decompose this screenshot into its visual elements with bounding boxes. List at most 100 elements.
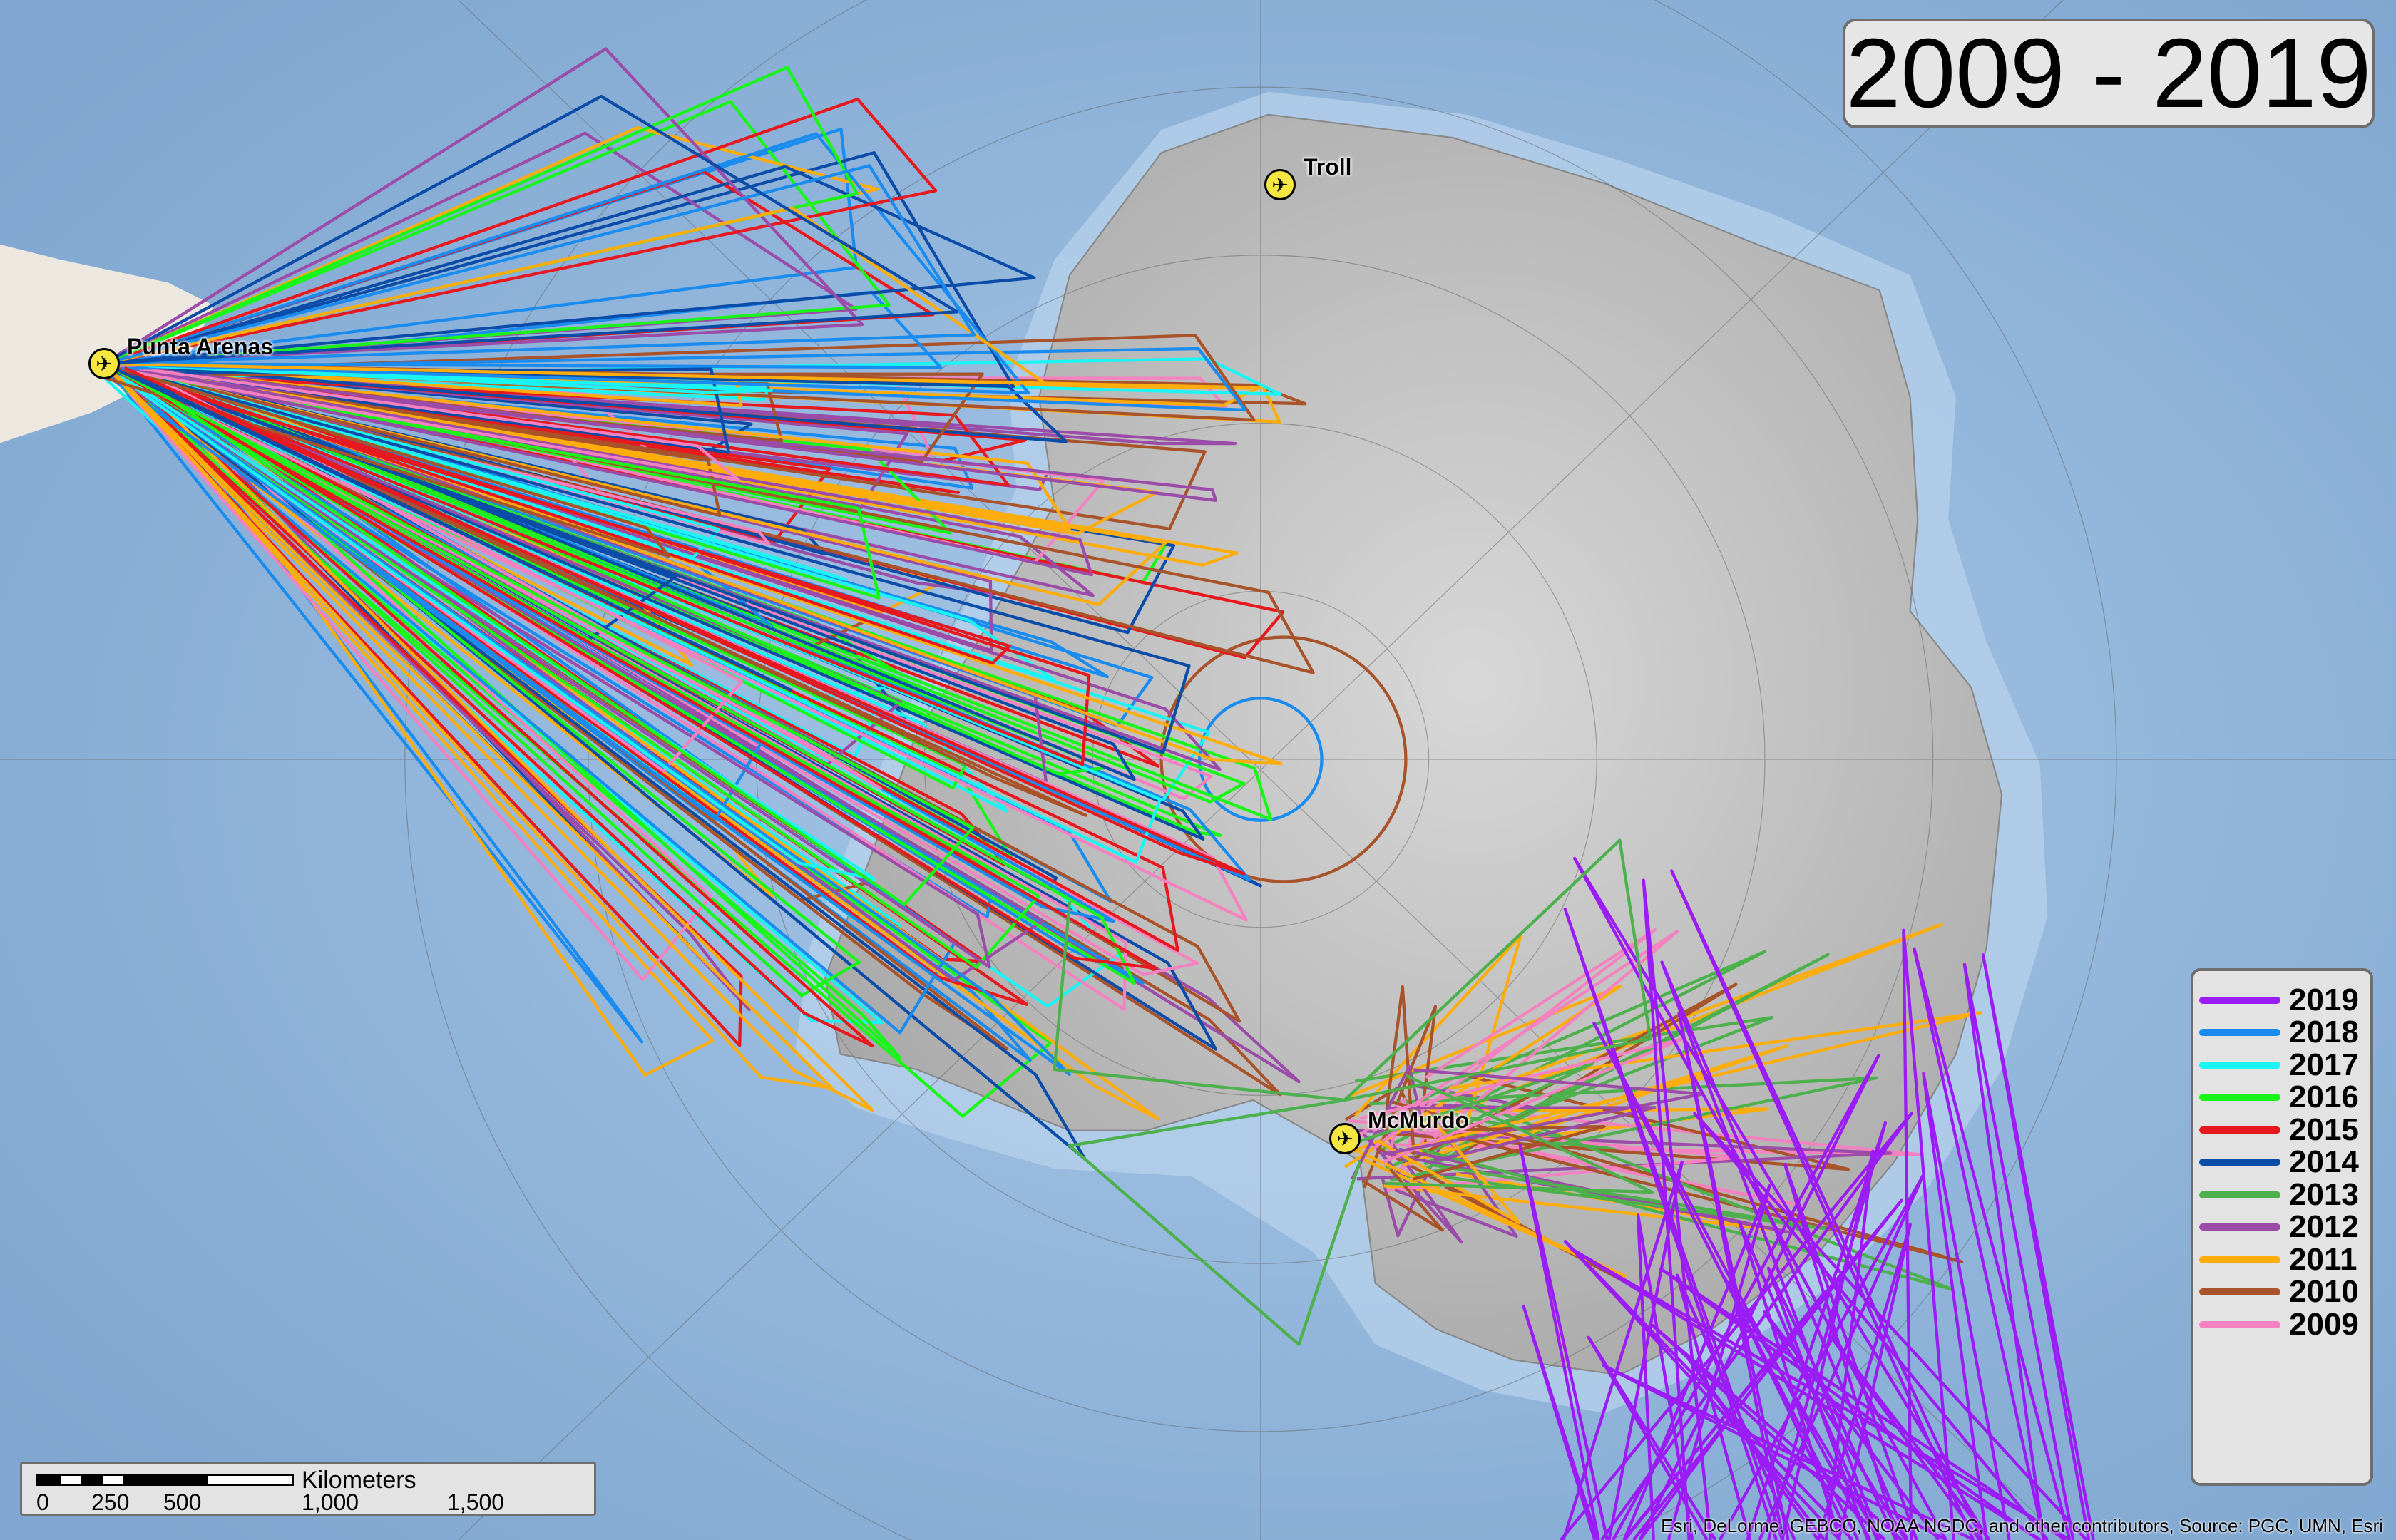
place-label-troll: Troll	[1304, 154, 1352, 180]
legend-item-2018: 2018	[2199, 1015, 2370, 1050]
flight-line-2014	[103, 94, 959, 366]
flight-line-2014	[103, 362, 793, 692]
flight-line-2011	[103, 362, 715, 1077]
flight-line-2012	[103, 361, 1237, 446]
flight-line-2010	[1361, 1168, 1444, 1232]
flight-line-2012	[103, 361, 1218, 502]
legend-label: 2013	[2289, 1176, 2359, 1212]
flight-line-2019	[1922, 1072, 2011, 1540]
flight-line-2019	[1781, 1149, 1875, 1540]
legend-swatch	[2199, 1256, 2280, 1263]
flight-line-2019	[1522, 1305, 1599, 1540]
flight-line-2015	[103, 97, 938, 366]
flight-line-2015	[103, 362, 874, 1047]
legend-item-2010: 2010	[2199, 1274, 2370, 1309]
place-label-punta-arenas: Punta Arenas	[127, 334, 274, 359]
flight-line-2013	[1347, 1062, 1594, 1147]
legend-swatch	[2199, 1223, 2280, 1231]
flight-line-2011	[1391, 1107, 1769, 1156]
flight-line-2019	[1783, 1162, 1918, 1540]
scale-tick: 500	[163, 1489, 202, 1515]
flight-line-2015	[103, 362, 743, 1047]
legend-item-2014: 2014	[2199, 1144, 2370, 1180]
flight-line-2016	[103, 362, 975, 906]
flight-line-2019	[1670, 869, 1984, 1540]
flight-line-2009	[1343, 1097, 1407, 1159]
legend-label: 2009	[2289, 1306, 2359, 1342]
legend-item-2013: 2013	[2199, 1176, 2370, 1212]
flight-line-2018	[103, 290, 943, 374]
flight-line-2019	[1693, 1112, 2088, 1540]
flight-line-2019	[1902, 928, 1955, 1540]
flight-line-2019	[1738, 1220, 1879, 1540]
flight-line-2009	[1412, 1129, 1795, 1206]
flight-line-2018	[103, 164, 976, 366]
flight-line-2019	[1981, 953, 2095, 1540]
flight-line-2012	[103, 362, 991, 969]
flight-line-2019	[1746, 1121, 1888, 1540]
scale-track	[36, 1474, 294, 1486]
pole-circle	[1198, 697, 1324, 822]
legend-item-2017: 2017	[2199, 1047, 2370, 1082]
legend-swatch	[2199, 1191, 2280, 1198]
flight-line-2010	[1412, 1124, 1606, 1181]
flight-line-2016	[103, 362, 1108, 776]
flight-line-2014	[103, 151, 1015, 389]
place-label-mcmurdo: McMurdo	[1368, 1107, 1470, 1133]
flight-line-2019	[1642, 878, 1712, 1540]
flight-line-2016	[103, 362, 1040, 969]
flight-line-2014	[103, 362, 1087, 1161]
legend-label: 2018	[2289, 1015, 2359, 1050]
flight-line-2011	[103, 362, 874, 1112]
flight-line-2009	[1348, 1119, 1741, 1192]
legend-label: 2015	[2289, 1112, 2359, 1147]
legend: 2019 2018 2017 2016 2015 2014 2013 2012 2011 2010…	[2191, 968, 2373, 1486]
flight-line-2015	[103, 361, 1010, 487]
flight-line-2015	[103, 362, 1246, 876]
airplane-icon: ✈	[88, 348, 120, 379]
flight-line-2010	[103, 361, 671, 558]
map-title: 2009 - 2019	[1843, 19, 2375, 128]
flight-line-2019	[1913, 947, 2072, 1540]
flight-line-2011	[1376, 1110, 1521, 1225]
flight-line-2010	[1385, 985, 1415, 1156]
flight-line-2017	[103, 362, 877, 881]
flight-line-2019	[1766, 1266, 1898, 1540]
legend-label: 2017	[2289, 1047, 2359, 1082]
flight-lines	[103, 47, 2095, 1540]
legend-label: 2014	[2289, 1144, 2359, 1180]
flight-line-2019	[1572, 856, 1990, 1540]
airplane-icon: ✈	[1329, 1123, 1361, 1154]
legend-swatch	[2199, 996, 2280, 1004]
flight-line-2012	[103, 47, 864, 366]
legend-item-2015: 2015	[2199, 1112, 2370, 1147]
flight-line-2019	[1563, 1239, 1854, 1540]
flight-line-2019	[1675, 1273, 1796, 1540]
legend-swatch	[2199, 1320, 2280, 1328]
flight-line-2013	[1384, 1074, 1654, 1194]
legend-item-2009: 2009	[2199, 1306, 2370, 1342]
legend-item-2016: 2016	[2199, 1079, 2370, 1115]
legend-swatch	[2199, 1159, 2280, 1166]
flight-line-2015	[103, 361, 1011, 665]
legend-label: 2012	[2289, 1209, 2359, 1245]
flight-line-2018	[103, 362, 1071, 1076]
legend-label: 2011	[2289, 1241, 2357, 1277]
flight-line-2019	[1677, 1011, 1790, 1540]
legend-label: 2016	[2289, 1079, 2359, 1115]
flight-line-2013	[1053, 838, 1652, 1346]
scale-tick: 250	[91, 1489, 130, 1515]
scale-tick: 0	[36, 1489, 49, 1515]
flight-line-2011	[103, 206, 1048, 386]
flight-line-2009	[103, 361, 740, 481]
legend-swatch	[2199, 1094, 2280, 1102]
airplane-icon: ✈	[1264, 169, 1296, 200]
graticule-line	[458, 0, 2064, 1540]
flight-line-2011	[1353, 1147, 1627, 1278]
flight-line-2017	[103, 361, 847, 581]
flight-line-2011	[103, 362, 834, 1090]
flight-line-2018	[103, 132, 1030, 395]
flight-line-2019	[1518, 1144, 1609, 1540]
flight-line-2019	[1763, 1310, 1940, 1540]
